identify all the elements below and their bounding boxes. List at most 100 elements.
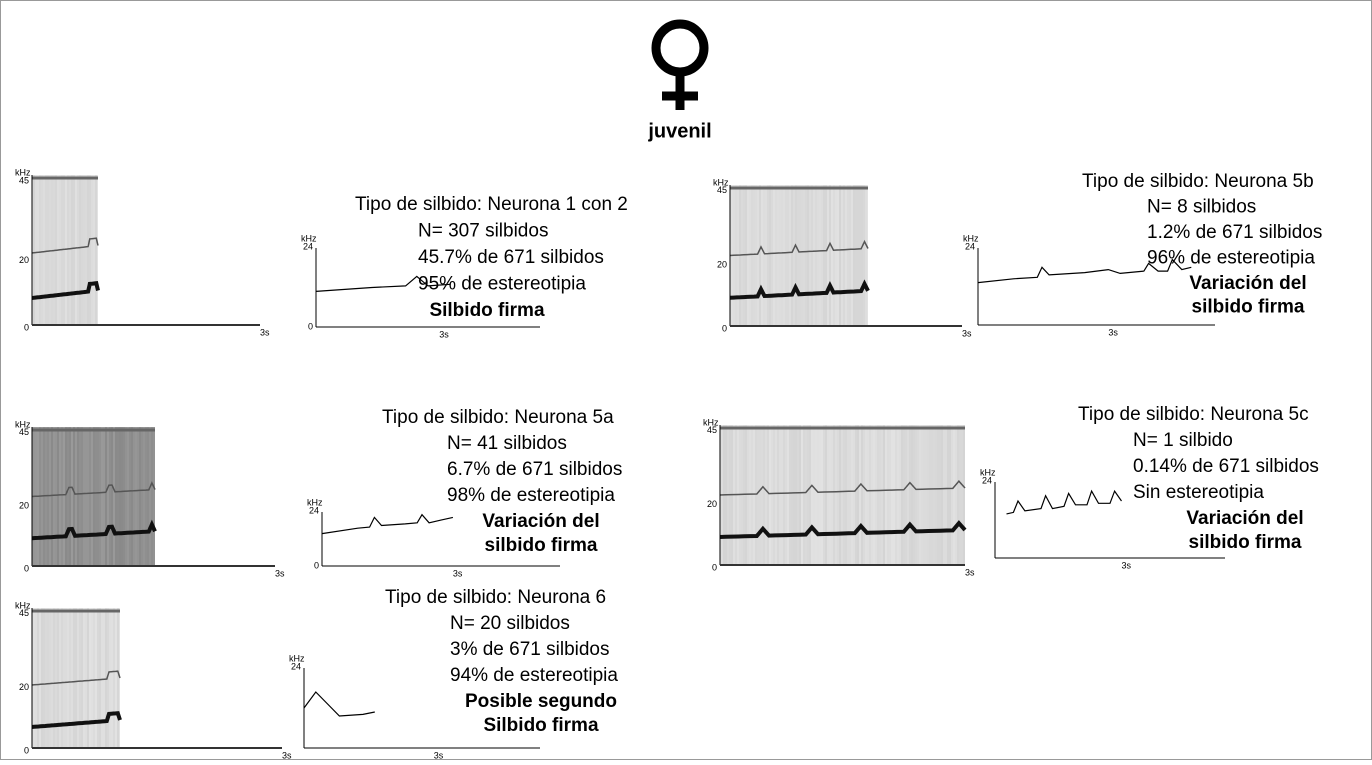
axis-end: 3s — [453, 568, 463, 578]
axis-end: 3s — [434, 750, 444, 760]
harmonic-trace — [729, 239, 869, 257]
stat-line: Sin estereotipia — [1133, 482, 1264, 503]
tick-label: 0 — [308, 321, 313, 331]
whistle-trace — [31, 711, 122, 729]
tick-label: 20 — [19, 501, 29, 511]
axis-end: 3s — [275, 568, 285, 578]
stat-line: 3% de 671 silbidos — [450, 639, 610, 660]
axis-unit: kHz — [703, 417, 719, 427]
stat-line: 45.7% de 671 silbidos — [418, 247, 604, 268]
tick-label: 45 — [717, 185, 727, 195]
axis-end: 3s — [1108, 327, 1118, 337]
classification: Silbido firma — [429, 300, 545, 321]
whistle-type: Tipo de silbido: Neurona 5b — [1082, 171, 1314, 192]
axis-unit: kHz — [15, 600, 31, 610]
axis-end: 3s — [439, 329, 449, 339]
classification: silbido firma — [485, 535, 598, 556]
classification: Silbido firma — [483, 715, 599, 736]
tick-label: 45 — [707, 425, 717, 435]
tick-label: 0 — [314, 560, 319, 570]
stat-line: 95% de estereotipia — [418, 274, 586, 295]
stat-line: N= 8 silbidos — [1147, 197, 1256, 218]
axis-unit: kHz — [307, 497, 323, 507]
stat-line: 94% de estereotipia — [450, 665, 618, 686]
harmonic-trace — [719, 480, 966, 496]
tick-label: 20 — [19, 255, 29, 265]
classification: Posible segundo — [465, 691, 617, 712]
whistle-trace — [729, 279, 870, 300]
axis-unit: kHz — [15, 419, 31, 429]
tick-label: 24 — [303, 241, 313, 251]
whistle-type: Tipo de silbido: Neurona 1 con 2 — [355, 194, 628, 215]
tick-label: 24 — [291, 661, 301, 671]
spectrogram-image — [32, 427, 155, 566]
contour-line — [1006, 489, 1122, 515]
tick-label: 24 — [309, 505, 319, 515]
whistle-type: Tipo de silbido: Neurona 5c — [1078, 404, 1309, 425]
axis-end: 3s — [965, 567, 975, 577]
classification: silbido firma — [1192, 297, 1305, 318]
axis-unit: kHz — [289, 653, 305, 663]
tick-label: 45 — [19, 175, 29, 185]
whistle-type: Tipo de silbido: Neurona 6 — [385, 587, 606, 608]
axis-end: 3s — [260, 327, 270, 337]
female-symbol — [651, 19, 709, 110]
stat-line: 6.7% de 671 silbidos — [447, 459, 622, 480]
stat-line: 1.2% de 671 silbidos — [1147, 222, 1322, 243]
spectrogram-image — [730, 185, 868, 326]
axis-end: 3s — [282, 750, 292, 760]
stat-line: 98% de estereotipia — [447, 485, 615, 506]
whistle-trace — [31, 280, 100, 300]
whistle-trace — [719, 520, 967, 539]
tick-label: 0 — [24, 745, 29, 755]
classification: Variación del — [1189, 273, 1306, 294]
axis-unit: kHz — [980, 467, 996, 477]
whistle-type: Tipo de silbido: Neurona 5a — [382, 407, 614, 428]
classification: silbido firma — [1189, 532, 1302, 553]
harmonic-trace — [31, 237, 99, 254]
stat-line: 0.14% de 671 silbidos — [1133, 456, 1319, 477]
spectrogram-image — [720, 425, 965, 565]
tick-label: 0 — [24, 322, 29, 332]
harmonic-trace — [31, 670, 121, 686]
axis-unit: kHz — [963, 233, 979, 243]
stat-line: N= 41 silbidos — [447, 433, 567, 454]
tick-label: 24 — [982, 475, 992, 485]
tick-label: 20 — [19, 682, 29, 692]
contour-line — [303, 691, 375, 717]
tick-label: 0 — [712, 562, 717, 572]
stat-line: N= 1 silbido — [1133, 430, 1233, 451]
tick-label: 20 — [717, 260, 727, 270]
tick-label: 0 — [722, 323, 727, 333]
axis-end: 3s — [962, 328, 972, 338]
axis-unit: kHz — [713, 177, 729, 187]
stat-line: N= 20 silbidos — [450, 613, 570, 634]
stat-line: 96% de estereotipia — [1147, 248, 1315, 269]
whistle-trace — [31, 519, 157, 541]
tick-label: 20 — [707, 499, 717, 509]
contour-line — [315, 275, 451, 292]
header-label: juvenil — [647, 120, 711, 142]
tick-label: 0 — [24, 563, 29, 573]
tick-label: 45 — [19, 427, 29, 437]
classification: Variación del — [482, 511, 599, 532]
stat-line: N= 307 silbidos — [418, 221, 548, 242]
harmonic-trace — [31, 480, 156, 498]
contour-line — [977, 258, 1192, 284]
axis-unit: kHz — [301, 233, 317, 243]
tick-label: 45 — [19, 608, 29, 618]
